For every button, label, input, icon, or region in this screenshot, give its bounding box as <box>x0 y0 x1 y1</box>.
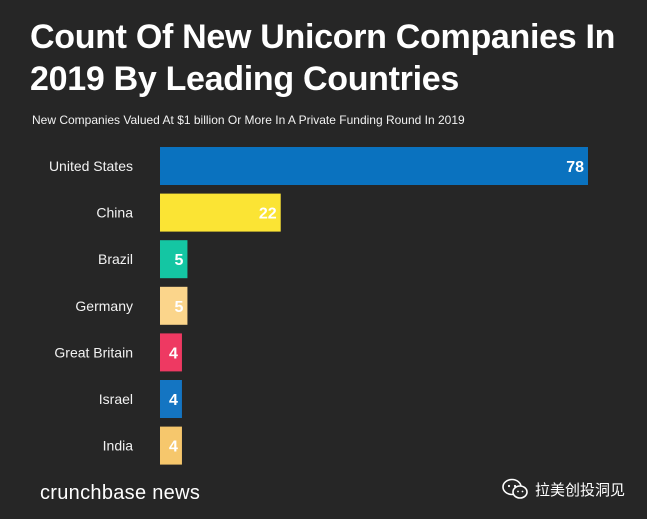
bar <box>160 147 588 185</box>
category-label: China <box>96 205 133 221</box>
category-label: United States <box>49 158 133 174</box>
chart-subtitle: New Companies Valued At $1 billion Or Mo… <box>32 113 465 127</box>
bar <box>160 333 182 372</box>
value-label: 78 <box>566 159 584 176</box>
value-label: 5 <box>175 252 184 269</box>
bar <box>160 426 182 465</box>
category-label: India <box>103 438 134 454</box>
category-label: Germany <box>75 298 133 314</box>
bar-chart: United States 78 China 22 Brazil 5 Germany 5 Gre… <box>49 147 588 465</box>
brand-logo: crunchbase news <box>40 482 201 504</box>
wechat-icon <box>502 478 528 499</box>
watermark: 拉美创投洞见 <box>501 478 625 500</box>
chart-title: Count Of New Unicorn Companies In 2019 B… <box>30 18 616 98</box>
bar <box>160 193 281 232</box>
category-label: Brazil <box>98 251 133 267</box>
value-label: 4 <box>169 345 178 362</box>
bar <box>160 286 188 325</box>
watermark-text: 拉美创投洞见 <box>534 480 625 499</box>
value-label: 4 <box>169 392 178 409</box>
category-label: Israel <box>99 391 133 407</box>
value-label: 5 <box>175 299 184 316</box>
value-label: 22 <box>259 206 277 223</box>
bar <box>160 240 188 279</box>
category-label: Great Britain <box>54 344 133 360</box>
bar <box>160 380 182 418</box>
value-label: 4 <box>169 439 178 456</box>
